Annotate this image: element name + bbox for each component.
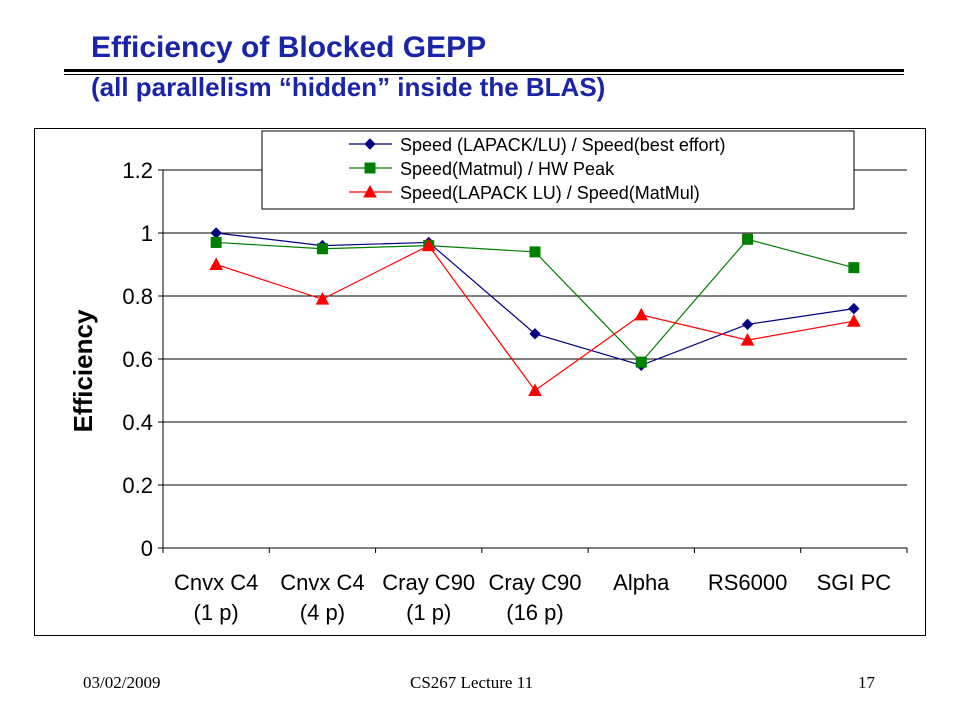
x-category-sublabel: (16 p) — [506, 600, 563, 625]
legend-marker-square — [364, 162, 376, 174]
footer-course: CS267 Lecture 11 — [410, 673, 534, 692]
data-point-triangle — [634, 307, 649, 321]
legend-label: Speed(LAPACK LU) / Speed(MatMul) — [400, 183, 700, 203]
slide-title: Efficiency of Blocked GEPP — [91, 31, 487, 64]
legend-label: Speed (LAPACK/LU) / Speed(best effort) — [400, 135, 726, 155]
data-point-triangle — [740, 333, 755, 346]
chart-frame: 0 0.2 0.4 0.6 0.8 1 1.2 Cnvx C4 (1 p) Cnvx C4 (4 p… — [34, 128, 926, 636]
x-category-label: SGI PC — [817, 570, 892, 595]
data-point-diamond — [529, 328, 541, 340]
legend-marker-triangle — [363, 184, 377, 198]
data-point-square — [635, 356, 647, 368]
x-category-sublabel: (1 p) — [194, 600, 239, 625]
efficiency-chart: 0 0.2 0.4 0.6 0.8 1 1.2 Cnvx C4 (1 p) Cnvx C4 (4 p… — [68, 130, 908, 625]
x-category-label: Cnvx C4 — [280, 570, 364, 595]
data-point-diamond — [848, 302, 860, 315]
data-point-square — [742, 233, 754, 245]
x-category-label: RS6000 — [708, 570, 788, 595]
legend-marker-diamond — [364, 138, 376, 150]
footer-page-number: 17 — [858, 673, 875, 692]
series-line-triangle — [215, 244, 854, 392]
y-tick-label: 0 — [141, 536, 153, 561]
data-point-triangle — [528, 383, 542, 396]
data-point-triangle — [315, 292, 330, 305]
data-point-triangle — [847, 314, 861, 327]
y-tick-label: 0.4 — [122, 410, 153, 435]
data-point-square — [848, 262, 860, 274]
slide-subtitle: (all parallelism “hidden” inside the BLA… — [91, 72, 606, 102]
x-category-label: Cnvx C4 — [174, 570, 258, 595]
legend-label: Speed(Matmul) / HW Peak — [400, 159, 615, 179]
x-category-label: Cray C90 — [382, 570, 475, 595]
y-tick-label: 1.2 — [122, 158, 153, 183]
data-point-diamond — [741, 318, 754, 331]
y-tick-label: 0.8 — [122, 284, 153, 309]
y-tick-label: 0.6 — [122, 347, 153, 372]
data-point-triangle — [421, 238, 436, 252]
x-category-sublabel: (1 p) — [406, 600, 451, 625]
data-point-triangle — [209, 257, 223, 270]
title-rule-thin — [64, 74, 904, 75]
x-category-label: Cray C90 — [489, 570, 582, 595]
series-line-square — [216, 238, 855, 364]
x-category-sublabel: (4 p) — [300, 600, 345, 625]
y-tick-label: 0.2 — [122, 473, 153, 498]
y-tick-label: 1 — [141, 221, 153, 246]
data-point-square — [210, 236, 222, 248]
y-axis-title: Efficiency — [68, 309, 98, 432]
data-point-square — [529, 246, 541, 258]
x-category-label: Alpha — [613, 570, 670, 595]
data-point-diamond — [210, 227, 222, 239]
data-point-square — [316, 243, 328, 255]
footer-date: 03/02/2009 — [83, 673, 161, 692]
title-rule-thick — [64, 69, 904, 72]
